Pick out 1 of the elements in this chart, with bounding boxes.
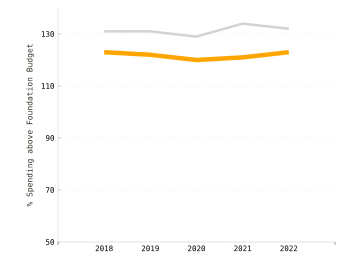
line-series (102, 22, 290, 38)
